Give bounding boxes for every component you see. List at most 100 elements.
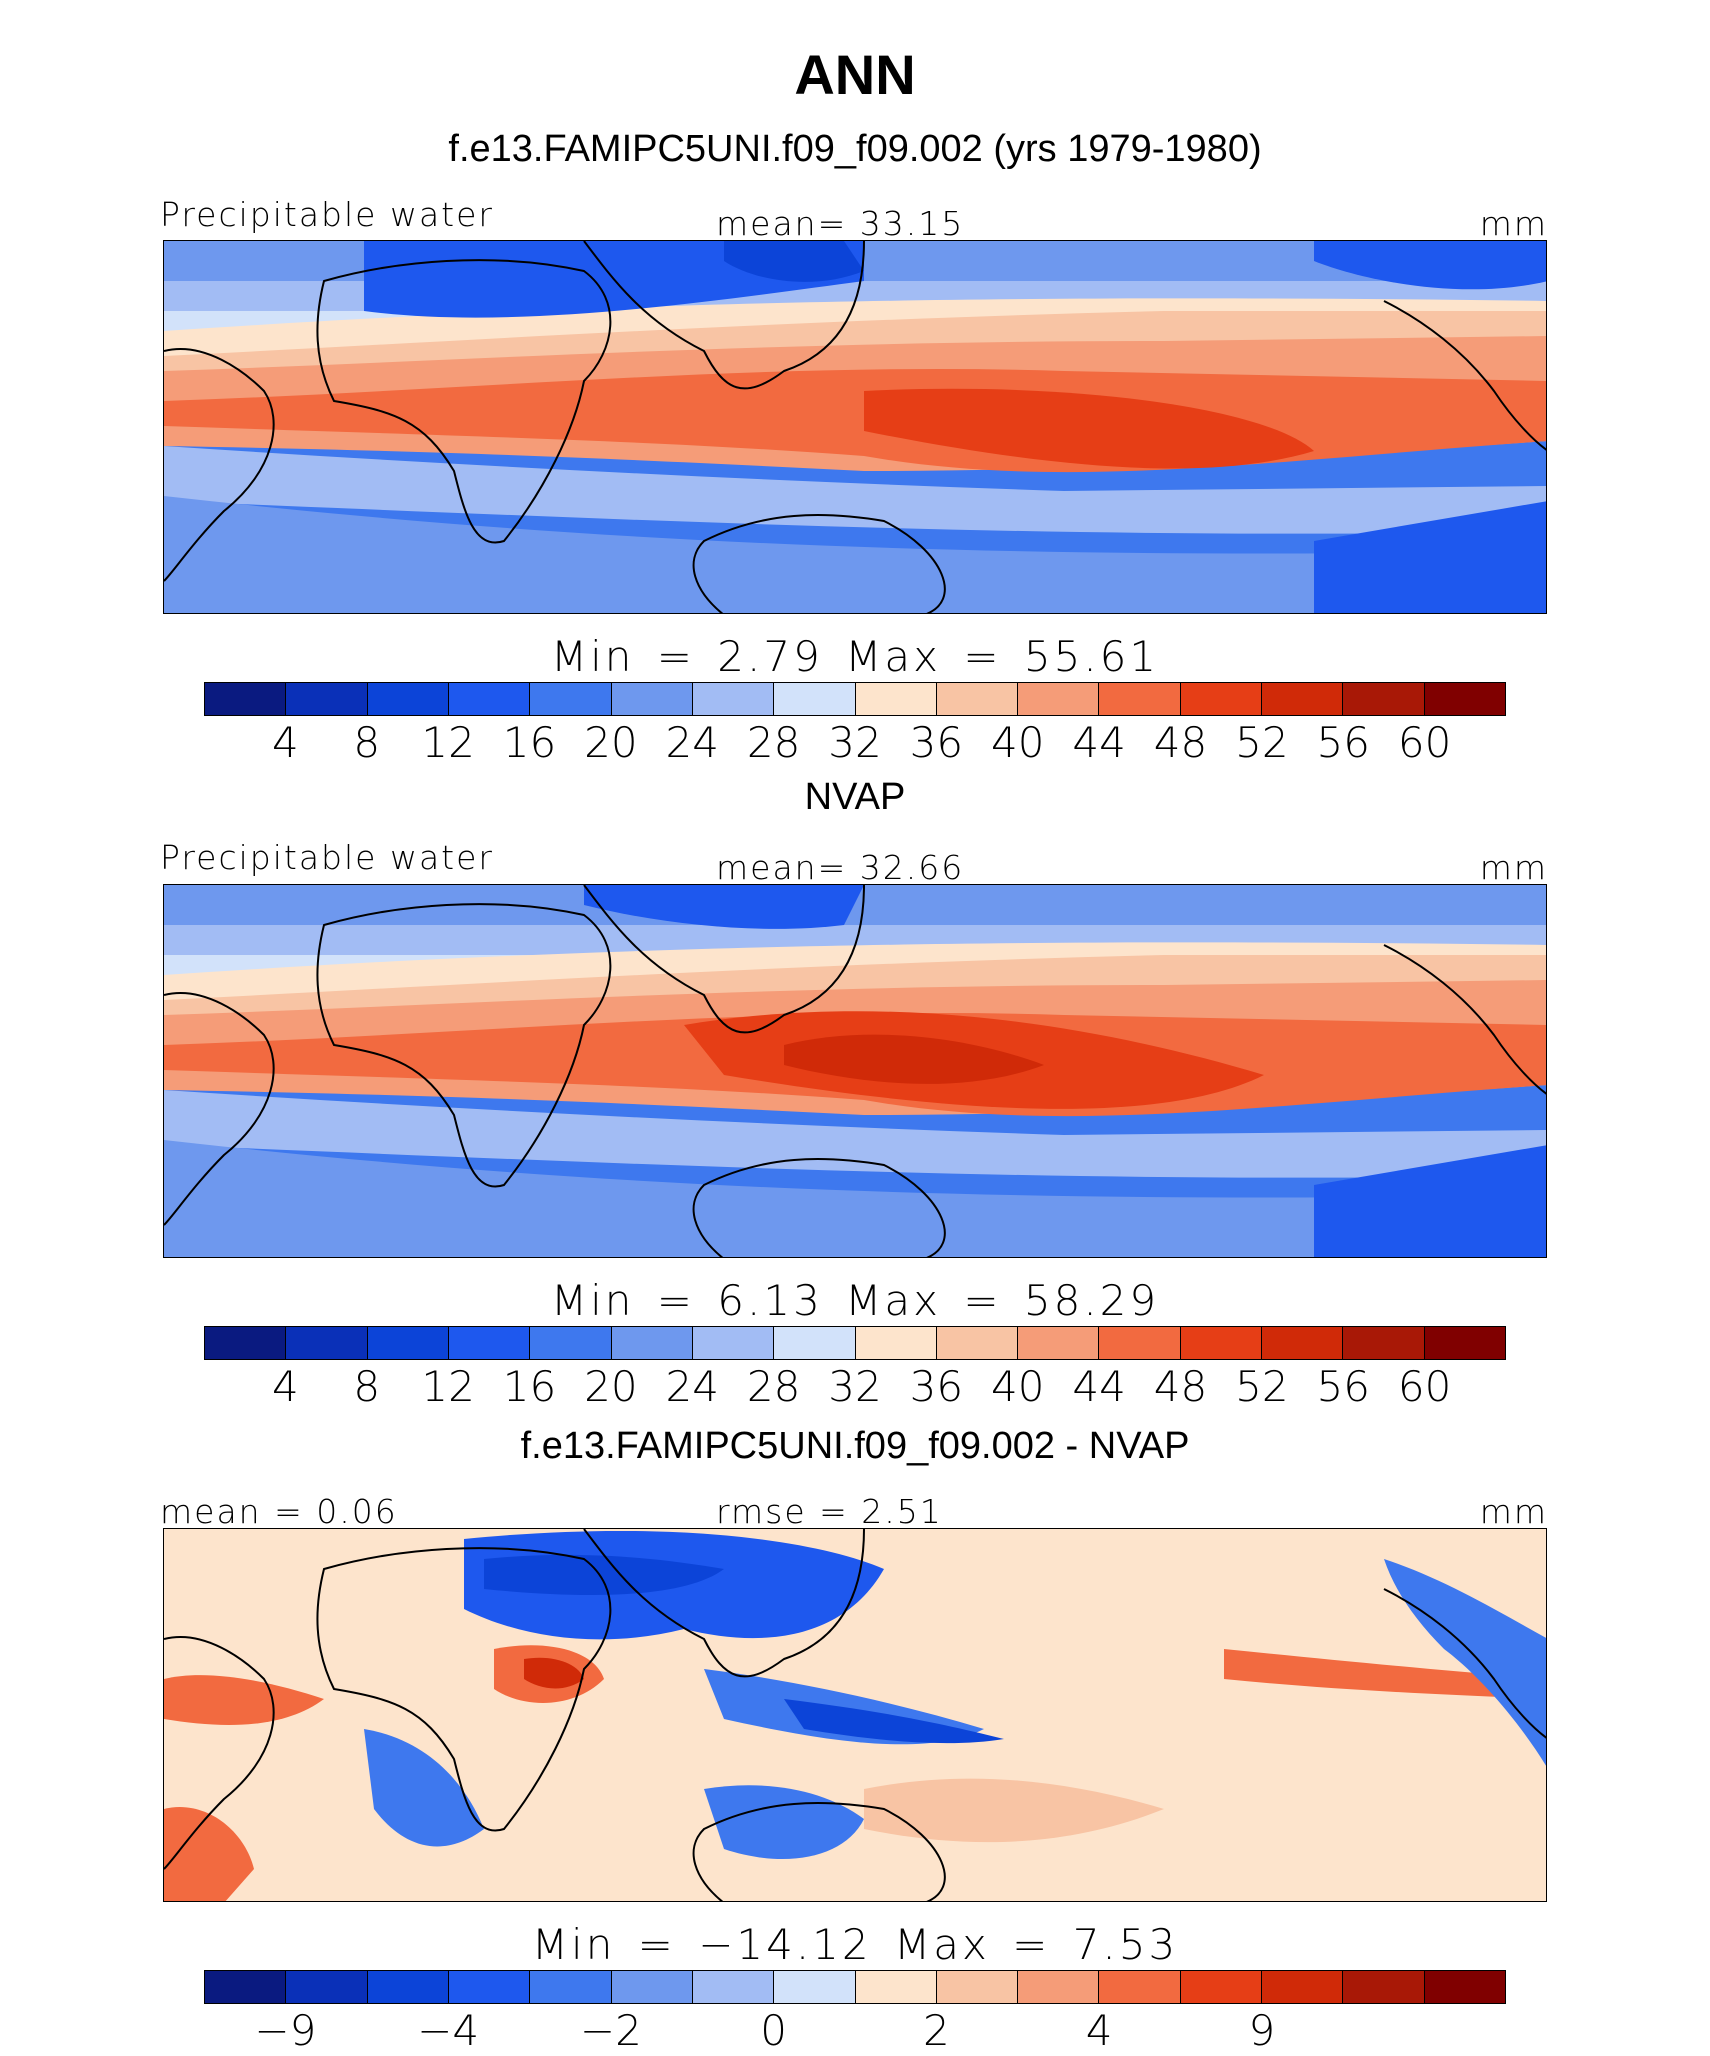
south-america-coastline — [164, 1636, 275, 1870]
colorbar-tick-label: 24 — [665, 718, 719, 767]
colorbar-swatch — [367, 683, 449, 715]
colorbar-swatch — [692, 683, 775, 715]
colorbar-swatch — [286, 1971, 368, 2003]
colorbar-swatch — [367, 1971, 449, 2003]
colorbar-tick-label: 24 — [665, 1362, 719, 1411]
colorbar-tick-label: 32 — [828, 718, 882, 767]
colorbar-tick-label: −4 — [417, 2006, 480, 2055]
panel-1-field — [164, 241, 1546, 613]
colorbar-tick-label: 56 — [1316, 718, 1370, 767]
south-america-coastline — [164, 992, 275, 1226]
colorbar-tick-label: 32 — [828, 1362, 882, 1411]
panel-1-title: f.e13.FAMIPC5UNI.f09_f09.002 (yrs 1979-1… — [448, 128, 1262, 170]
panel-3-field — [164, 1529, 1546, 1901]
colorbar-swatch — [611, 683, 693, 715]
colorbar-swatch — [1424, 1971, 1505, 2003]
colorbar-tick-label: 4 — [1085, 2006, 1113, 2055]
panel-1-units-label: mm — [1479, 204, 1548, 243]
colorbar-tick-label: 2 — [923, 2006, 950, 2055]
americas-coastline — [1383, 1588, 1546, 1739]
colorbar-swatch — [1099, 1971, 1181, 2003]
colorbar-tick-label: 48 — [1153, 718, 1208, 767]
colorbar-tick-label: 16 — [502, 718, 557, 767]
panel-2-units-label: mm — [1479, 848, 1548, 887]
field-band — [1224, 1649, 1546, 1699]
panel-2-colorbar — [204, 1326, 1506, 1360]
colorbar-tick-label: 8 — [353, 1362, 381, 1411]
panel-2-minmax: Min = 6.13 Max = 58.29 — [550, 1276, 1160, 1325]
field-band — [164, 446, 1546, 534]
colorbar-swatch — [1099, 1327, 1181, 1359]
colorbar-swatch — [1180, 1971, 1263, 2003]
colorbar-tick-label: 44 — [1072, 718, 1126, 767]
field-band — [1384, 1559, 1546, 1766]
colorbar-swatch — [611, 1327, 693, 1359]
colorbar-swatch — [1424, 1327, 1505, 1359]
field-band — [484, 1554, 724, 1595]
africa-coastline — [316, 903, 612, 1188]
australia-coastline — [692, 1802, 946, 1901]
colorbar-tick-label: −2 — [579, 2006, 642, 2055]
colorbar-tick-label: 60 — [1397, 1362, 1452, 1411]
colorbar-tick-label: 40 — [991, 1362, 1045, 1411]
colorbar-swatch — [611, 1971, 693, 2003]
colorbar-tick-label: 12 — [421, 718, 475, 767]
colorbar-swatch — [367, 1327, 449, 1359]
africa-coastline — [316, 1547, 612, 1832]
colorbar-swatch — [1343, 1971, 1425, 2003]
colorbar-tick-label: 4 — [272, 1362, 299, 1411]
colorbar-tick-label: 28 — [746, 718, 801, 767]
panel-1-mean-label: mean= 33.15 — [716, 204, 965, 243]
field-band — [584, 885, 864, 929]
colorbar-swatch — [286, 1327, 368, 1359]
figure-title: ANN — [794, 43, 916, 106]
australia-coastline — [692, 514, 946, 613]
field-band — [1314, 501, 1546, 613]
asia-coastline — [583, 885, 865, 1034]
colorbar-swatch — [1343, 1327, 1425, 1359]
field-band — [784, 1699, 1004, 1744]
colorbar-swatch — [448, 1971, 531, 2003]
colorbar-swatch — [855, 1327, 937, 1359]
colorbar-tick-label: 8 — [353, 718, 381, 767]
panel-3-colorbar — [204, 1970, 1506, 2004]
panel-3-units-label: mm — [1479, 1492, 1548, 1531]
field-band — [164, 1140, 1546, 1257]
colorbar-swatch — [286, 683, 368, 715]
americas-coastline — [1383, 944, 1546, 1095]
colorbar-tick-label: 36 — [909, 1362, 964, 1411]
panel-2-map — [163, 884, 1547, 1258]
colorbar-swatch — [1018, 683, 1100, 715]
south-america-coastline — [164, 348, 275, 582]
colorbar-swatch — [774, 1327, 856, 1359]
americas-coastline — [1383, 300, 1546, 451]
colorbar-swatch — [936, 1971, 1019, 2003]
australia-coastline — [692, 1158, 946, 1257]
colorbar-swatch — [205, 1971, 287, 2003]
colorbar-tick-label: 56 — [1316, 1362, 1370, 1411]
colorbar-swatch — [530, 1327, 612, 1359]
colorbar-swatch — [936, 683, 1019, 715]
colorbar-tick-label: 52 — [1235, 718, 1289, 767]
colorbar-swatch — [1262, 1327, 1344, 1359]
colorbar-swatch — [855, 683, 937, 715]
colorbar-tick-label: 28 — [746, 1362, 801, 1411]
colorbar-swatch — [774, 683, 856, 715]
panel-1-colorbar-ticks: 4 8 12 16 20 24 28 32 36 40 44 48 52 56 60 — [204, 718, 1506, 768]
colorbar-swatch — [936, 1327, 1019, 1359]
field-band — [1314, 241, 1546, 290]
colorbar-swatch — [1262, 1971, 1344, 2003]
colorbar-tick-label: 16 — [502, 1362, 557, 1411]
colorbar-tick-label: 12 — [421, 1362, 475, 1411]
colorbar-swatch — [530, 683, 612, 715]
colorbar-swatch — [205, 683, 287, 715]
colorbar-tick-label: 20 — [584, 718, 638, 767]
colorbar-tick-label: 40 — [991, 718, 1045, 767]
colorbar-swatch — [774, 1971, 856, 2003]
colorbar-tick-label: −9 — [254, 2006, 317, 2055]
colorbar-tick-label: 60 — [1397, 718, 1452, 767]
colorbar-tick-label: 9 — [1248, 2006, 1276, 2055]
field-band — [724, 241, 864, 282]
colorbar-tick-label: 44 — [1072, 1362, 1126, 1411]
field-band — [164, 1807, 254, 1901]
